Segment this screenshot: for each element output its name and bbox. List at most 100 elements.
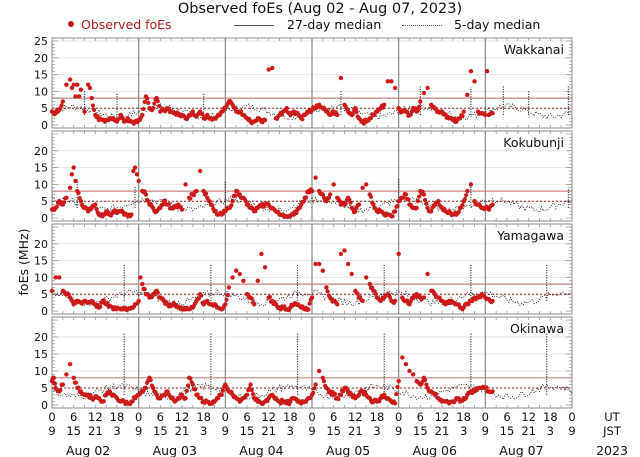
observed-point [154, 392, 159, 397]
observed-point [94, 206, 99, 212]
observed-point [421, 90, 427, 96]
observed-point [259, 251, 264, 257]
observed-point [456, 209, 461, 214]
red-dot-icon [68, 20, 74, 27]
observed-point [460, 202, 465, 208]
observed-point [462, 197, 467, 202]
observed-point [311, 390, 316, 395]
x-tick-ut: 18 [543, 410, 558, 424]
observed-point [353, 106, 358, 111]
observed-point [433, 391, 439, 397]
observed-point [98, 304, 103, 309]
observed-point [76, 94, 82, 99]
observed-point [294, 210, 299, 216]
observed-point [188, 376, 193, 381]
observed-point [101, 399, 106, 404]
dotted-line-icon [402, 25, 442, 26]
observed-point [301, 199, 306, 204]
station-label: Okinawa [510, 321, 564, 336]
observed-point [425, 271, 430, 277]
x-tick-ut: 18 [196, 410, 211, 424]
observed-point [148, 378, 153, 383]
observed-point [468, 69, 474, 74]
y-axis-label: foEs (MHz) [16, 229, 31, 296]
observed-point [424, 382, 429, 387]
year-label: 2023 [596, 443, 628, 457]
x-tick-ut: 12 [88, 410, 103, 424]
observed-point [262, 265, 268, 270]
observed-point [282, 304, 287, 309]
observed-point [382, 102, 387, 108]
observed-point [160, 202, 165, 207]
observed-point [194, 188, 199, 194]
observed-point [230, 275, 235, 280]
observed-point [255, 278, 260, 283]
legend-observed: Observed foEs [68, 17, 172, 32]
y-tick-label: 20 [34, 238, 48, 251]
observed-point [483, 112, 488, 118]
observed-point [327, 192, 333, 197]
observed-point [335, 112, 340, 118]
observed-point [60, 382, 65, 387]
observed-point [338, 251, 344, 257]
observed-point [395, 384, 400, 390]
observed-point [309, 188, 315, 194]
observed-point [155, 290, 160, 295]
observed-point [395, 203, 400, 209]
observed-point [403, 362, 409, 367]
observed-point [468, 182, 474, 187]
observed-point [368, 116, 374, 121]
x-tick-ut: 0 [482, 410, 489, 424]
observed-point [303, 195, 309, 200]
observed-point [313, 382, 318, 387]
observed-point [177, 396, 182, 401]
x-tick-ut: 0 [48, 410, 55, 424]
x-tick-jst: 15 [413, 424, 428, 438]
observed-point [429, 209, 434, 214]
observed-point [213, 208, 218, 214]
x-tick-ut: 0 [568, 410, 575, 424]
observed-point [249, 388, 254, 393]
observed-point [338, 392, 344, 397]
observed-point [188, 196, 193, 201]
x-tick-jst: 15 [500, 424, 515, 438]
x-day-label: Aug 05 [326, 443, 370, 457]
x-tick-ut: 6 [503, 410, 510, 424]
x-tick-ut: 6 [70, 410, 77, 424]
observed-point [93, 202, 98, 207]
observed-point [284, 106, 289, 111]
observed-point [309, 295, 315, 300]
observed-point [350, 112, 355, 117]
observed-point [371, 202, 376, 207]
observed-point [390, 214, 395, 219]
observed-point [300, 117, 305, 122]
observed-point [332, 391, 337, 396]
observed-point [401, 195, 406, 200]
observed-point [349, 271, 354, 277]
observed-point [417, 104, 422, 109]
observed-point [396, 379, 401, 384]
y-tick-label: 10 [34, 271, 48, 284]
y-tick-label: 0 [41, 399, 48, 412]
observed-point [193, 387, 198, 392]
observed-point [405, 298, 410, 303]
x-tick-jst: 3 [113, 424, 120, 438]
x-tick-ut: 0 [308, 410, 315, 424]
observed-point [219, 392, 224, 397]
observed-point [364, 275, 369, 280]
x-tick-jst: 3 [460, 424, 467, 438]
observed-point [389, 79, 394, 84]
observed-point [69, 172, 75, 177]
observed-point [396, 251, 401, 257]
observed-point [253, 209, 258, 214]
observed-point [75, 82, 80, 87]
observed-point [145, 96, 150, 101]
observed-point [368, 194, 374, 199]
chart-title: Observed foEs (Aug 02 - Aug 07, 2023) [177, 1, 463, 17]
observed-point [424, 201, 429, 206]
x-tick-jst: 9 [48, 424, 55, 438]
observed-point [325, 289, 330, 294]
x-tick-jst: 15 [66, 424, 81, 438]
observed-point [464, 193, 469, 198]
x-tick-ut: 6 [243, 410, 250, 424]
